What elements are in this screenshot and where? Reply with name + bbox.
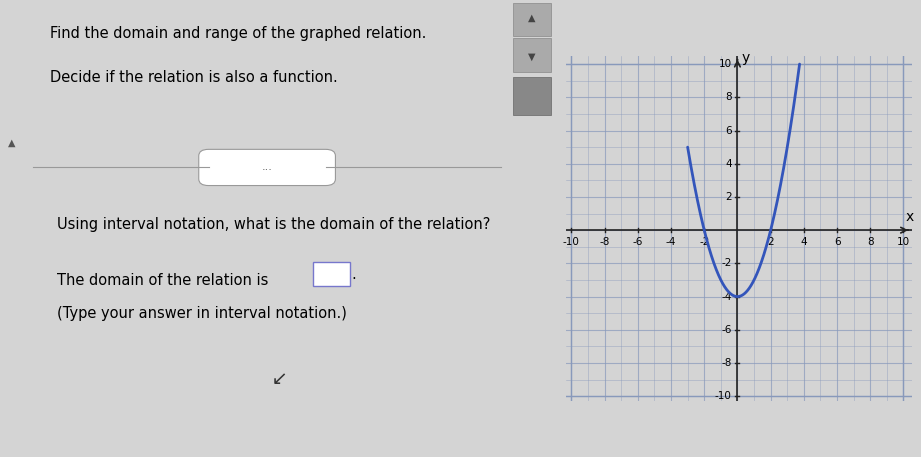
Text: The domain of the relation is: The domain of the relation is xyxy=(57,273,274,288)
Text: -2: -2 xyxy=(721,258,731,268)
Text: 8: 8 xyxy=(867,237,874,247)
Text: ...: ... xyxy=(262,162,273,172)
Text: Using interval notation, what is the domain of the relation?: Using interval notation, what is the dom… xyxy=(57,217,491,232)
Text: 6: 6 xyxy=(725,126,731,136)
FancyBboxPatch shape xyxy=(513,3,551,36)
Text: Find the domain and range of the graphed relation.: Find the domain and range of the graphed… xyxy=(50,26,426,41)
Text: -10: -10 xyxy=(563,237,580,247)
Text: y: y xyxy=(741,51,750,65)
Text: 10: 10 xyxy=(897,237,910,247)
Text: 4: 4 xyxy=(725,159,731,169)
Text: -8: -8 xyxy=(600,237,610,247)
FancyBboxPatch shape xyxy=(513,38,551,72)
Text: -2: -2 xyxy=(699,237,709,247)
Text: .: . xyxy=(351,266,356,282)
Text: -6: -6 xyxy=(633,237,643,247)
Text: 2: 2 xyxy=(725,192,731,202)
Text: -8: -8 xyxy=(721,358,731,368)
Text: 6: 6 xyxy=(834,237,840,247)
Text: -6: -6 xyxy=(721,325,731,335)
Text: x: x xyxy=(905,210,914,224)
Text: ↗: ↗ xyxy=(267,368,284,387)
Text: 4: 4 xyxy=(800,237,807,247)
Text: ▼: ▼ xyxy=(528,51,536,61)
Text: -4: -4 xyxy=(721,292,731,302)
FancyBboxPatch shape xyxy=(199,149,335,186)
Text: ▲: ▲ xyxy=(528,13,536,23)
Text: 2: 2 xyxy=(767,237,774,247)
Text: -4: -4 xyxy=(666,237,676,247)
Text: 10: 10 xyxy=(718,59,731,69)
Text: 8: 8 xyxy=(725,92,731,102)
Text: Decide if the relation is also a function.: Decide if the relation is also a functio… xyxy=(50,70,337,85)
FancyBboxPatch shape xyxy=(513,77,551,115)
Text: ▲: ▲ xyxy=(7,138,16,148)
FancyBboxPatch shape xyxy=(313,261,350,286)
Text: (Type your answer in interval notation.): (Type your answer in interval notation.) xyxy=(57,306,347,321)
Text: -10: -10 xyxy=(715,391,731,401)
